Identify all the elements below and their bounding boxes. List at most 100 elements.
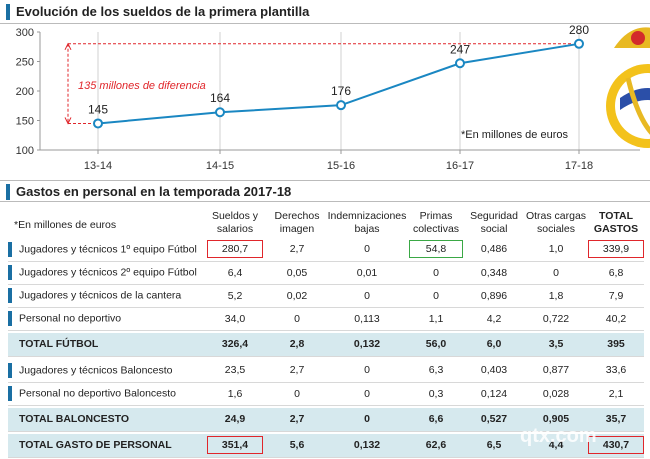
table-row: Jugadores y técnicos de la cantera 5,2 0…	[8, 284, 644, 308]
club-crest-logo	[606, 27, 650, 148]
highlight-green-cell: 54,8	[409, 240, 463, 259]
data-label: 280	[569, 24, 589, 37]
table-cell: 0	[408, 284, 464, 308]
table-cell: 2,7	[268, 238, 326, 262]
salary-line-chart: 100 150 200 250 300 13-14 14-15 15-16 16-17 17-18…	[16, 24, 640, 172]
table-cell: 0,028	[524, 382, 588, 406]
annotation-arrow-bottom	[64, 117, 72, 125]
table-cell: 0,01	[326, 261, 408, 285]
row-label: Jugadores y técnicos Baloncesto	[19, 364, 173, 377]
y-tick-label: 100	[16, 145, 34, 157]
table-header-row: *En millones de euros Sueldos y salarios …	[8, 206, 644, 238]
row-label: TOTAL BALONCESTO	[8, 408, 202, 432]
x-tick-label: 14-15	[206, 160, 234, 172]
table-cell: 0,722	[524, 307, 588, 331]
row-marker	[8, 288, 12, 303]
data-point	[336, 100, 346, 111]
table-cell: 6,3	[408, 359, 464, 383]
table-cell: 0,3	[408, 382, 464, 406]
table-cell: 33,6	[588, 359, 644, 383]
col-header-indemnizaciones: Indemnizaciones bajas	[327, 210, 407, 235]
table-cell: 1,1	[408, 307, 464, 331]
highlight-red-cell: 351,4	[207, 436, 263, 455]
table-cell: 0,527	[464, 408, 524, 432]
highlight-red-cell: 430,7	[588, 436, 644, 455]
table-cell: 5,6	[268, 434, 326, 458]
total-row-futbol: TOTAL FÚTBOL 326,4 2,8 0,132 56,0 6,0 3,…	[8, 333, 644, 357]
table-cell: 0	[326, 382, 408, 406]
table-cell: 0,403	[464, 359, 524, 383]
table-cell: 0,877	[524, 359, 588, 383]
x-tick-label: 15-16	[327, 160, 355, 172]
table-cell: 7,9	[588, 284, 644, 308]
data-label: 164	[210, 91, 230, 105]
highlight-red-cell: 280,7	[207, 240, 263, 259]
y-tick-label: 300	[16, 27, 34, 39]
col-header-sueldos: Sueldos y salarios	[211, 210, 259, 235]
header-accent-bar	[6, 4, 10, 20]
table-cell: 0	[408, 261, 464, 285]
table-cell: 6,8	[588, 261, 644, 285]
table-cell: 0,05	[268, 261, 326, 285]
annotation-label: 135 millones de diferencia	[78, 80, 206, 92]
table-header: Gastos en personal en la temporada 2017-…	[0, 180, 650, 202]
table-cell: 0,02	[268, 284, 326, 308]
highlight-red-cell: 339,9	[588, 240, 644, 259]
row-label: TOTAL GASTO DE PERSONAL	[8, 434, 202, 458]
table-cell: 6,6	[408, 408, 464, 432]
total-row-gasto-personal: TOTAL GASTO DE PERSONAL 351,4 5,6 0,132 …	[8, 434, 644, 458]
table-cell: 0	[268, 382, 326, 406]
table-cell: 0,486	[464, 238, 524, 262]
data-label: 247	[450, 42, 470, 56]
table-cell: 2,8	[268, 333, 326, 357]
table-cell: 0,124	[464, 382, 524, 406]
table-cell: 0	[326, 238, 408, 262]
table-cell: 0	[326, 359, 408, 383]
table-row: Jugadores y técnicos Baloncesto 23,5 2,7…	[8, 359, 644, 383]
row-label: Personal no deportivo Baloncesto	[19, 387, 177, 400]
table-cell: 0,896	[464, 284, 524, 308]
table-cell: 6,0	[464, 333, 524, 357]
data-point	[574, 38, 584, 49]
table-cell: 0,132	[326, 333, 408, 357]
table-cell: 0	[326, 284, 408, 308]
table-row: Jugadores y técnicos 2º equipo Fútbol 6,…	[8, 261, 644, 285]
personnel-expenses-table: *En millones de euros Sueldos y salarios …	[8, 206, 644, 458]
x-tick-label: 16-17	[446, 160, 474, 172]
row-marker	[8, 362, 12, 378]
table-cell: 2,7	[268, 359, 326, 383]
table-cell: 62,6	[408, 434, 464, 458]
y-tick-label: 250	[16, 57, 34, 69]
table-cell: 23,5	[202, 359, 268, 383]
annotation-arrow-top	[64, 42, 72, 51]
chart-title: Evolución de los sueldos de la primera p…	[16, 4, 310, 19]
table-cell: 1,8	[524, 284, 588, 308]
chart-header: Evolución de los sueldos de la primera p…	[0, 0, 650, 24]
table-cell: 56,0	[408, 333, 464, 357]
units-note: *En millones de euros	[14, 219, 117, 231]
x-tick-label: 17-18	[565, 160, 593, 172]
table-cell: 5,2	[202, 284, 268, 308]
data-label: 145	[88, 102, 108, 116]
table-cell: 6,4	[202, 261, 268, 285]
data-point	[215, 107, 225, 118]
table-row: Personal no deportivo Baloncesto 1,6 0 0…	[8, 382, 644, 406]
data-point	[93, 118, 103, 129]
y-tick-label: 150	[16, 116, 34, 128]
table-row: Personal no deportivo 34,0 0 0,113 1,1 4…	[8, 307, 644, 331]
table-cell: 1,6	[202, 382, 268, 406]
row-label: TOTAL FÚTBOL	[8, 333, 202, 357]
total-row-baloncesto: TOTAL BALONCESTO 24,9 2,7 0 6,6 0,527 0,…	[8, 408, 644, 432]
data-point	[455, 58, 465, 69]
col-header-primas: Primas colectivas	[412, 210, 460, 235]
x-tick-label: 13-14	[84, 160, 112, 172]
table-cell: 0,132	[326, 434, 408, 458]
col-header-total: TOTAL GASTOS	[593, 210, 639, 235]
table-cell: 0	[268, 307, 326, 331]
row-label: Jugadores y técnicos 1º equipo Fútbol	[19, 243, 197, 256]
table-cell: 34,0	[202, 307, 268, 331]
y-tick-label: 200	[16, 86, 34, 98]
col-header-seguridad: Seguridad social	[470, 210, 518, 235]
table-row: Jugadores y técnicos 1º equipo Fútbol 28…	[8, 238, 644, 262]
table-cell: 4,2	[464, 307, 524, 331]
